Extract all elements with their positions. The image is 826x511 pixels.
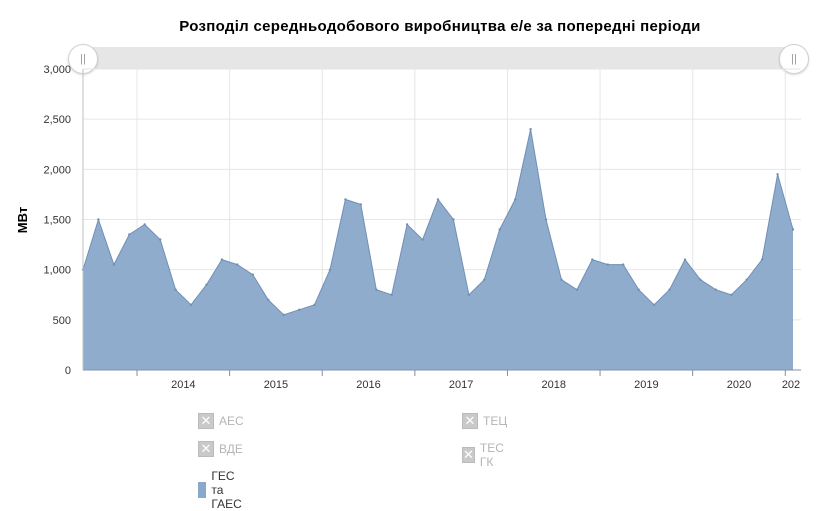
legend-item-tec[interactable]: ✕ ТЕЦ	[462, 413, 507, 429]
data-point	[745, 278, 748, 281]
y-tick-label: 500	[53, 315, 71, 327]
legend-label: АЕС	[219, 414, 244, 428]
area-series	[81, 128, 795, 370]
data-point	[683, 258, 687, 261]
data-point	[344, 198, 347, 201]
legend-label: ТЕЦ	[483, 414, 508, 428]
data-point	[251, 273, 254, 276]
legend-label: ТЕС ГК	[479, 441, 504, 469]
data-point	[776, 173, 779, 176]
data-point	[390, 293, 393, 296]
data-point	[514, 198, 517, 201]
data-point	[452, 218, 455, 221]
data-point	[328, 268, 332, 271]
data-point	[97, 218, 100, 221]
legend-label: ВДЕ	[219, 442, 243, 456]
range-navigator[interactable]	[83, 47, 803, 69]
x-tick-label: 2014	[171, 379, 195, 391]
data-point	[606, 263, 609, 266]
data-point	[143, 223, 146, 226]
data-point	[236, 263, 239, 266]
cross-box-icon: ✕	[462, 413, 478, 429]
chart-title: Розподіл середньодобового виробництва е/…	[179, 18, 701, 35]
filled-box-icon	[198, 482, 207, 498]
data-point	[699, 278, 702, 281]
y-tick-label: 1,000	[43, 265, 71, 277]
legend-item-ges-gaes[interactable]: ГЕС та ГАЕС	[198, 469, 249, 511]
data-point	[421, 238, 424, 241]
cross-box-icon: ✕	[198, 441, 214, 457]
data-point	[436, 198, 440, 201]
y-tick-label: 3,000	[43, 64, 71, 76]
y-tick-label: 2,000	[43, 164, 71, 176]
data-point	[668, 288, 671, 291]
x-tick-label: 2019	[634, 379, 658, 391]
legend-item-vde[interactable]: ✕ ВДЕ	[198, 441, 243, 457]
legend-item-tes-gk[interactable]: ✕ ТЕС ГК	[462, 441, 507, 469]
x-tick-label: 2018	[542, 379, 566, 391]
data-point	[714, 288, 717, 291]
data-point	[529, 128, 532, 131]
data-point	[637, 288, 640, 291]
legend-item-aes[interactable]: ✕ АЕС	[198, 413, 244, 429]
y-tick-label: 2,500	[43, 114, 71, 126]
x-tick-label: 202	[782, 379, 800, 391]
data-point	[575, 288, 579, 291]
data-point	[560, 278, 563, 281]
x-tick-label: 2017	[449, 379, 473, 391]
cross-box-icon: ✕	[198, 413, 214, 429]
data-point	[220, 258, 224, 261]
data-point	[652, 303, 656, 306]
data-point	[544, 218, 548, 221]
data-point	[205, 283, 208, 286]
x-tick-label: 2020	[727, 379, 751, 391]
data-point	[359, 203, 362, 206]
legend-label: ГЕС та ГАЕС	[211, 469, 242, 511]
data-point	[375, 288, 378, 291]
y-axis-label: МВт	[15, 207, 30, 233]
y-tick-label: 0	[65, 365, 71, 377]
axes: 0 500 1,000 1,500 2,000 2,500 3,000 2014 2015 201…	[43, 64, 801, 391]
data-point	[591, 258, 594, 261]
data-point	[405, 223, 409, 226]
series-area-fill	[83, 129, 793, 370]
data-point	[498, 228, 501, 231]
data-point	[297, 308, 301, 311]
data-point	[159, 238, 162, 241]
data-point	[267, 298, 270, 301]
data-point	[313, 303, 316, 306]
data-point	[128, 233, 131, 236]
data-point	[730, 293, 733, 296]
data-point	[760, 258, 764, 261]
chart-plot: 0 500 1,000 1,500 2,000 2,500 3,000 2014 2015 201…	[15, 64, 801, 391]
data-point	[622, 263, 625, 266]
data-point	[282, 313, 285, 316]
data-point	[483, 278, 486, 281]
data-point	[174, 288, 177, 291]
data-point	[467, 293, 471, 296]
data-point	[112, 263, 116, 266]
y-tick-label: 1,500	[43, 215, 71, 227]
data-point	[189, 303, 193, 306]
x-tick-label: 2016	[356, 379, 380, 391]
x-tick-label: 2015	[264, 379, 288, 391]
cross-box-icon: ✕	[462, 447, 475, 463]
data-point	[791, 228, 795, 231]
